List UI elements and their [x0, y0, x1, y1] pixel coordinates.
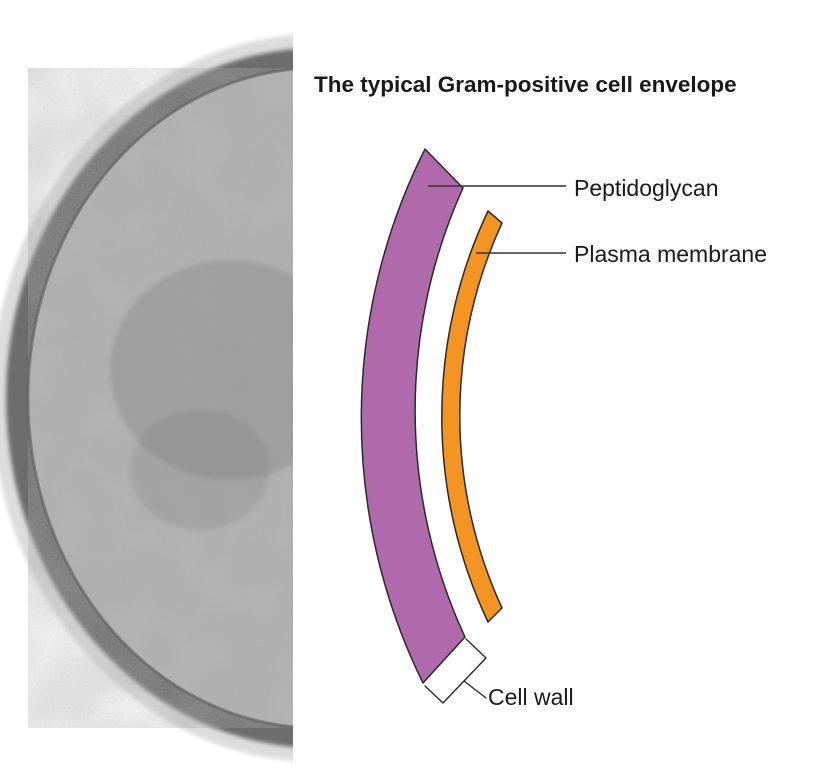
cell-wall-bracket [424, 638, 487, 704]
micrograph-image [0, 35, 293, 761]
peptidoglycan-label: Peptidoglycan [574, 175, 719, 201]
cell-wall-label: Cell wall [488, 684, 574, 710]
plasma-membrane-layer [441, 210, 503, 623]
plasma-membrane-label: Plasma membrane [574, 241, 768, 267]
peptidoglycan-layer [360, 148, 466, 684]
figure-title: The typical Gram-positive cell envelope [314, 72, 737, 97]
